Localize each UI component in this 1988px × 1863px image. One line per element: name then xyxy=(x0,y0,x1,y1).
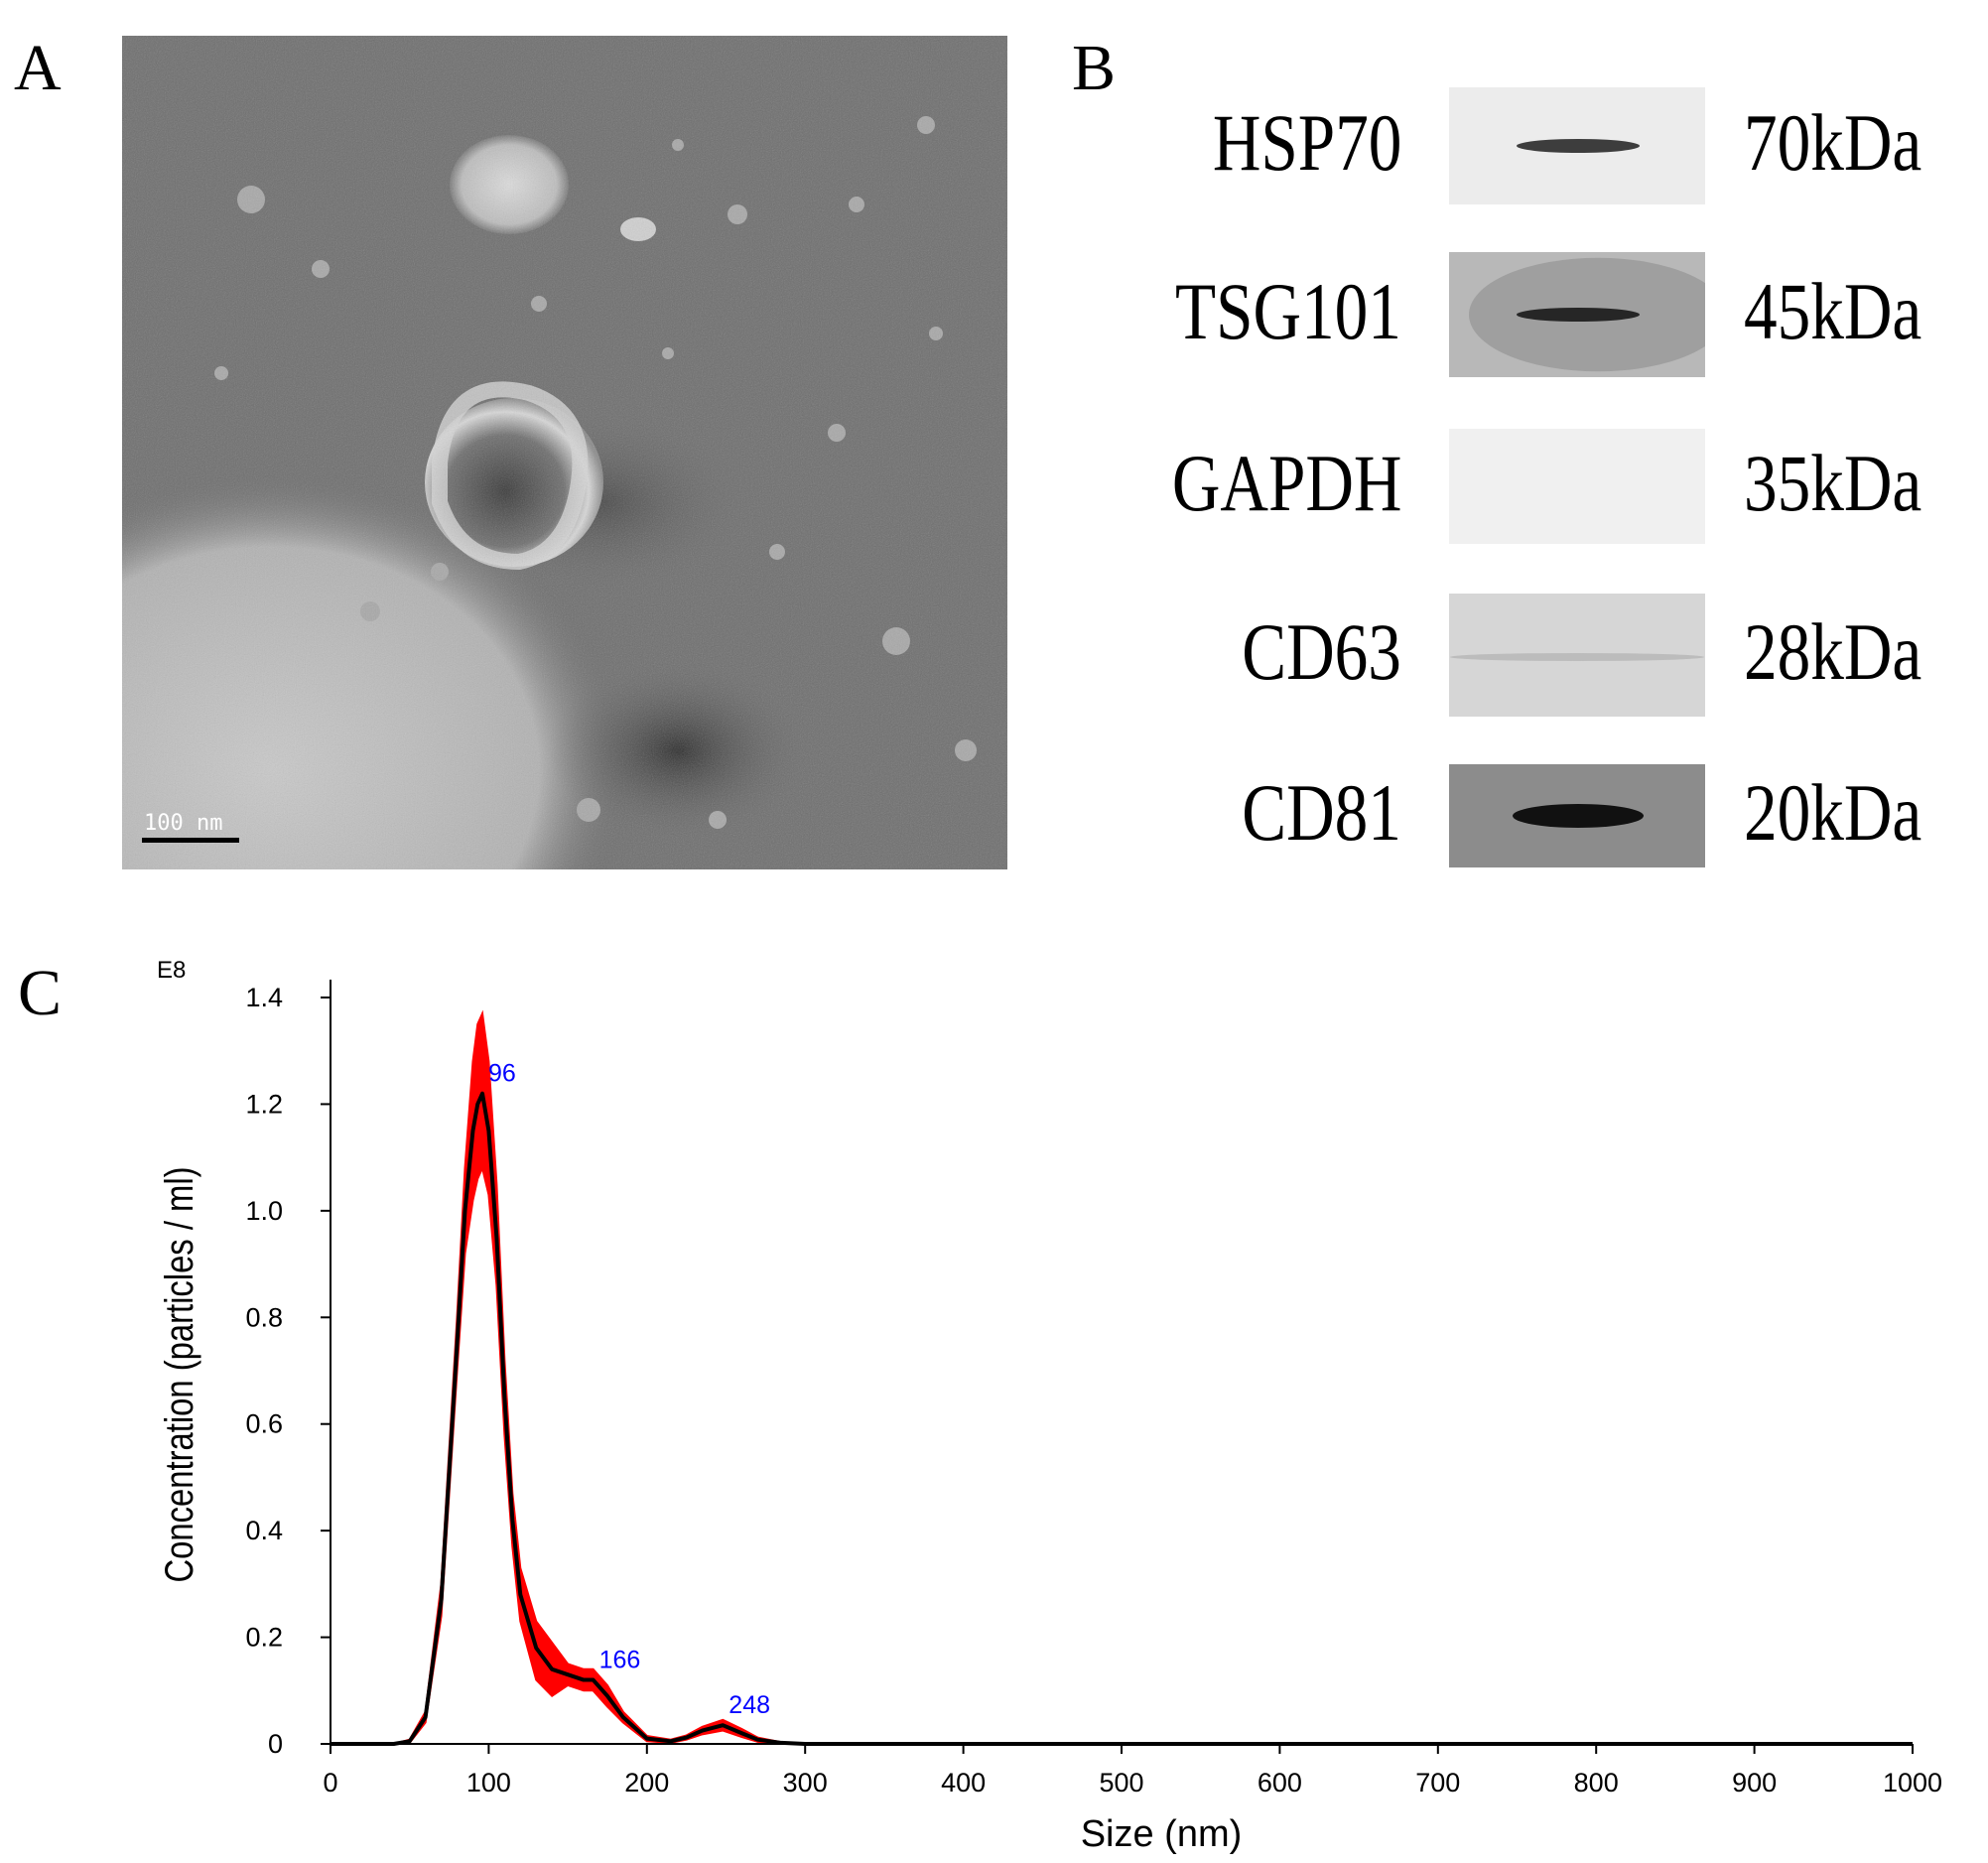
blot-strip xyxy=(1449,429,1705,544)
blot-weight-label: 35kDa xyxy=(1744,438,1922,528)
x-tick-label: 1000 xyxy=(1883,1768,1942,1797)
blot-weight-label: 28kDa xyxy=(1744,606,1922,697)
x-tick-label: 600 xyxy=(1258,1768,1302,1797)
blot-protein-label: CD63 xyxy=(1242,606,1401,697)
blot-strip xyxy=(1449,594,1705,717)
blot-weight-label: 45kDa xyxy=(1744,266,1922,356)
x-tick-label: 300 xyxy=(783,1768,828,1797)
blot-strip xyxy=(1449,764,1705,867)
nta-chart: 0 100 200 300 400 500 600 700 800 900 1000 0 0.2 0.4 0… xyxy=(157,957,1942,1855)
mean-concentration-line xyxy=(331,1091,1913,1746)
peak-label: 96 xyxy=(488,1060,516,1088)
x-tick-label: 200 xyxy=(624,1768,669,1797)
y-tick-label: 0.8 xyxy=(245,1302,283,1332)
x-tick-label: 0 xyxy=(323,1768,337,1797)
y-axis-title: Concentration (particles / ml) xyxy=(157,1166,201,1582)
y-tick-label: 0 xyxy=(268,1729,283,1759)
y-multiplier-label: E8 xyxy=(157,957,186,984)
y-tick-label: 1.2 xyxy=(245,1089,283,1119)
x-tick-label: 900 xyxy=(1732,1768,1777,1797)
scale-bar-label: 100 nm xyxy=(144,811,222,836)
y-tick-label: 1.4 xyxy=(245,983,283,1012)
blot-protein-label: CD81 xyxy=(1242,767,1401,858)
x-axis-title: Size (nm) xyxy=(1081,1813,1243,1855)
blot-strip xyxy=(1449,87,1705,204)
y-tick-label: 1.0 xyxy=(245,1196,283,1226)
blot-strip xyxy=(1449,252,1705,377)
error-band xyxy=(331,1009,1913,1745)
x-tick-label: 800 xyxy=(1574,1768,1619,1797)
panel-label-c: C xyxy=(18,957,63,1029)
peak-label: 166 xyxy=(599,1647,641,1674)
y-tick-label: 0.6 xyxy=(245,1409,283,1439)
x-tick-label: 100 xyxy=(466,1768,511,1797)
panel-label-b: B xyxy=(1072,32,1117,104)
blot-weight-label: 70kDa xyxy=(1744,97,1922,188)
x-tick-label: 500 xyxy=(1099,1768,1143,1797)
blot-protein-label: GAPDH xyxy=(1171,438,1401,528)
y-tick-label: 0.2 xyxy=(245,1623,283,1653)
tem-micrograph: 100 nm xyxy=(122,36,1007,869)
blot-protein-label: HSP70 xyxy=(1212,97,1401,188)
blot-protein-label: TSG101 xyxy=(1175,266,1401,356)
blot-weight-label: 20kDa xyxy=(1744,767,1922,858)
x-tick-label: 400 xyxy=(941,1768,986,1797)
x-tick-label: 700 xyxy=(1415,1768,1460,1797)
peak-label: 248 xyxy=(729,1691,770,1719)
panel-label-a: A xyxy=(14,32,62,104)
y-tick-label: 0.4 xyxy=(245,1516,283,1545)
